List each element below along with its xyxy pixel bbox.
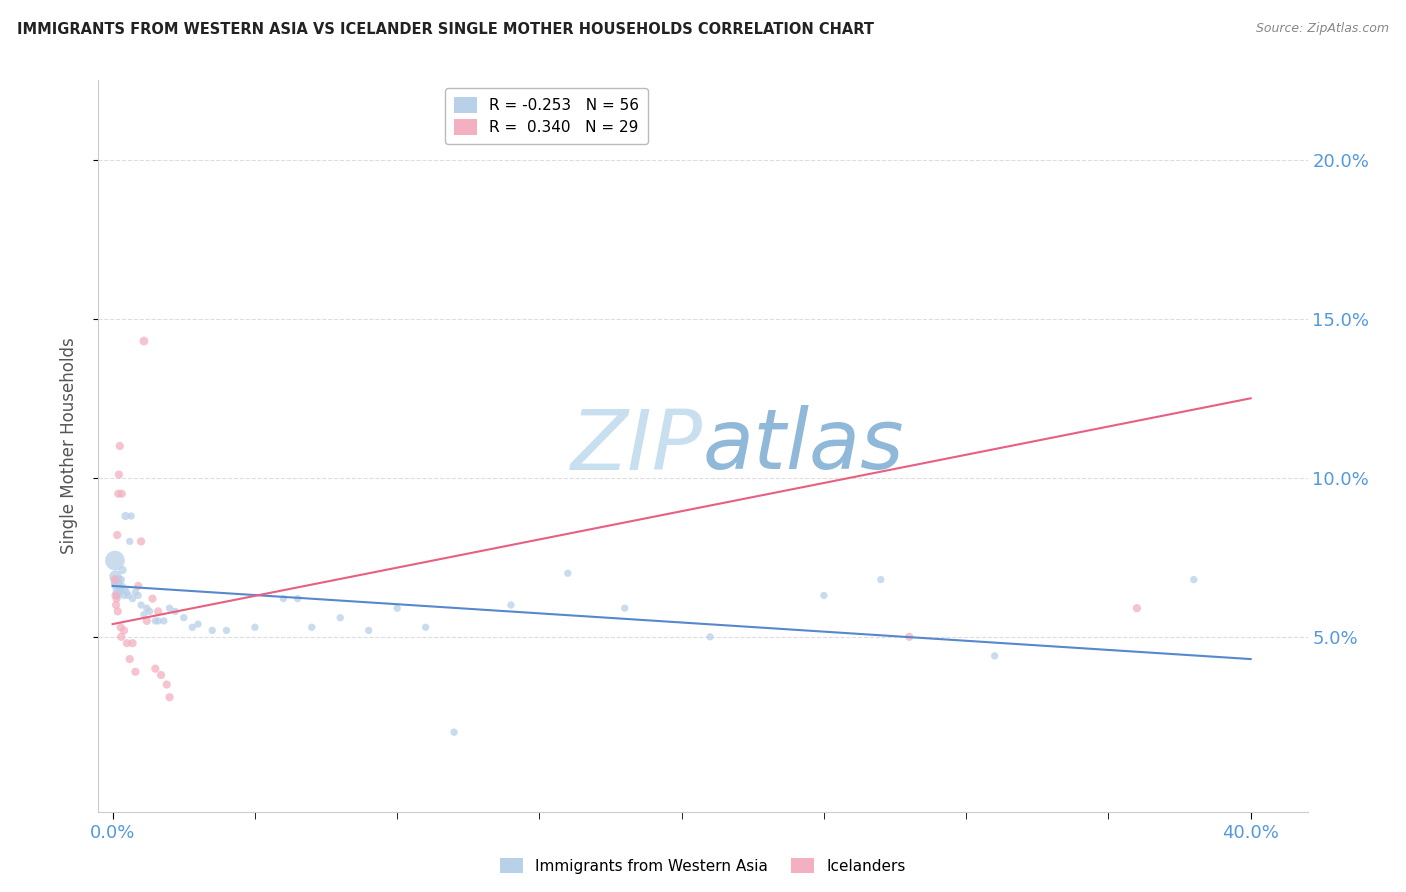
Point (114, 508, 136, 523)
Point (329, 611, 352, 625)
Point (165, 604, 187, 618)
Point (120, 508, 142, 523)
Point (111, 563, 134, 577)
Point (104, 553, 127, 567)
Point (150, 668, 173, 682)
Point (108, 579, 131, 593)
Point (108, 467, 131, 482)
Point (156, 677, 179, 691)
Point (287, 591, 309, 606)
Point (112, 624, 135, 638)
Point (112, 589, 135, 603)
Point (105, 579, 128, 593)
Point (983, 648, 1005, 663)
Point (107, 573, 129, 587)
Point (115, 636, 138, 650)
Point (114, 582, 136, 596)
Point (105, 528, 128, 542)
Point (243, 620, 266, 634)
Y-axis label: Single Mother Households: Single Mother Households (59, 338, 77, 554)
Point (443, 725, 465, 739)
Point (146, 604, 169, 618)
Point (159, 601, 181, 615)
Text: atlas: atlas (703, 406, 904, 486)
Point (121, 591, 143, 606)
Point (143, 662, 166, 676)
Point (138, 604, 160, 618)
Text: IMMIGRANTS FROM WESTERN ASIA VS ICELANDER SINGLE MOTHER HOUSEHOLDS CORRELATION C: IMMIGRANTS FROM WESTERN ASIA VS ICELANDE… (17, 22, 875, 37)
Point (357, 624, 380, 638)
Point (110, 630, 132, 644)
Point (129, 598, 152, 612)
Point (215, 624, 238, 638)
Point (135, 614, 157, 628)
Point (132, 334, 155, 348)
Point (107, 604, 129, 618)
Point (301, 620, 323, 634)
Point (104, 589, 127, 603)
Point (110, 582, 132, 596)
Point (127, 579, 149, 593)
Point (159, 690, 181, 705)
Point (499, 598, 522, 612)
Point (135, 601, 157, 615)
Text: Source: ZipAtlas.com: Source: ZipAtlas.com (1256, 22, 1389, 36)
Point (173, 611, 195, 625)
Point (121, 636, 143, 650)
Point (104, 569, 127, 583)
Legend: Immigrants from Western Asia, Icelanders: Immigrants from Western Asia, Icelanders (494, 852, 912, 880)
Point (699, 630, 721, 644)
Point (613, 601, 636, 615)
Legend: R = -0.253   N = 56, R =  0.340   N = 29: R = -0.253 N = 56, R = 0.340 N = 29 (444, 88, 648, 145)
Point (129, 534, 152, 549)
Point (107, 486, 129, 500)
Point (141, 591, 163, 606)
Point (107, 575, 129, 590)
Point (146, 614, 169, 628)
Point (108, 582, 131, 596)
Point (813, 589, 835, 603)
Point (111, 579, 134, 593)
Point (201, 624, 224, 638)
Point (124, 665, 146, 679)
Point (187, 617, 209, 632)
Point (1182, 573, 1205, 587)
Point (118, 652, 141, 666)
Point (143, 614, 166, 628)
Point (110, 573, 132, 587)
Point (108, 585, 131, 599)
Point (105, 575, 128, 590)
Text: ZIP: ZIP (571, 406, 703, 486)
Point (104, 573, 127, 587)
Point (118, 534, 141, 549)
Point (898, 630, 921, 644)
Point (105, 589, 128, 603)
Point (108, 439, 131, 453)
Point (105, 598, 128, 612)
Point (385, 601, 408, 615)
Point (105, 591, 128, 606)
Point (111, 486, 134, 500)
Point (869, 573, 891, 587)
Point (153, 614, 176, 628)
Point (115, 585, 138, 599)
Point (110, 620, 132, 634)
Point (132, 607, 155, 622)
Point (557, 566, 579, 581)
Point (117, 589, 139, 603)
Point (181, 620, 204, 634)
Point (127, 589, 149, 603)
Point (1126, 601, 1149, 615)
Point (273, 591, 295, 606)
Point (124, 585, 146, 599)
Point (415, 620, 437, 634)
Point (105, 585, 128, 599)
